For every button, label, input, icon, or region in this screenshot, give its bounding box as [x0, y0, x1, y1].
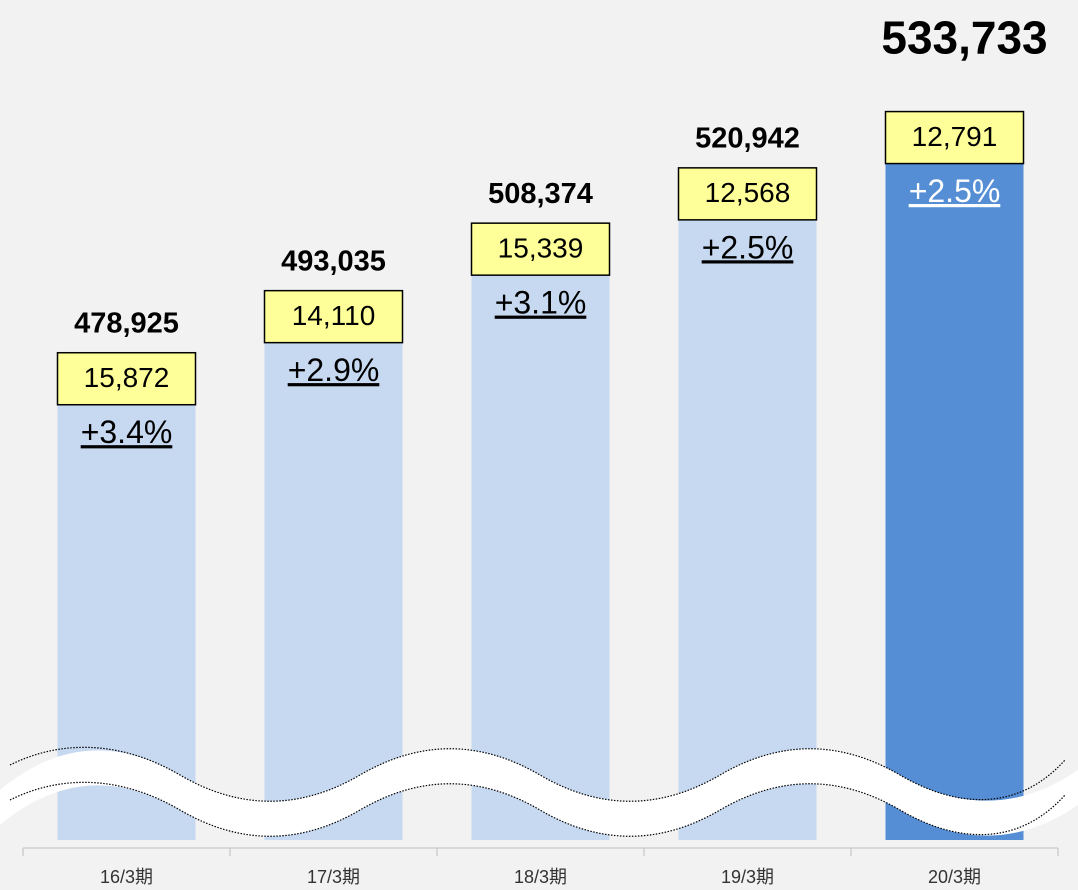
increase-box	[263, 289, 404, 344]
increase-label: 14,110	[292, 300, 376, 331]
growth-label: +2.5%	[909, 173, 1001, 209]
value-label: 533,733	[881, 12, 1047, 64]
bar	[264, 342, 403, 840]
x-tick-label: 17/3期	[307, 867, 360, 887]
bar	[471, 275, 610, 840]
x-tick-label: 18/3期	[514, 867, 567, 887]
value-label: 478,925	[74, 307, 179, 339]
x-tick-label: 19/3期	[721, 867, 774, 887]
bar	[885, 163, 1024, 840]
axis-break	[0, 746, 1078, 837]
growth-label: +3.1%	[495, 285, 587, 321]
growth-label: +2.9%	[288, 352, 380, 388]
increase-label: 12,791	[912, 121, 998, 152]
bar	[678, 219, 817, 840]
increase-box	[884, 110, 1025, 165]
value-label: 520,942	[695, 123, 800, 155]
value-label: 508,374	[488, 178, 593, 210]
increase-label: 15,339	[498, 233, 584, 264]
x-tick-label: 16/3期	[100, 867, 153, 887]
increase-box	[56, 351, 197, 406]
growth-label: +2.5%	[702, 229, 794, 265]
increase-box	[470, 222, 611, 276]
value-label: 493,035	[281, 245, 386, 277]
increase-box	[677, 167, 818, 221]
x-tick-label: 20/3期	[928, 867, 981, 887]
increase-label: 12,568	[705, 177, 791, 208]
growth-label: +3.4%	[81, 414, 173, 450]
increase-label: 15,872	[84, 362, 170, 393]
